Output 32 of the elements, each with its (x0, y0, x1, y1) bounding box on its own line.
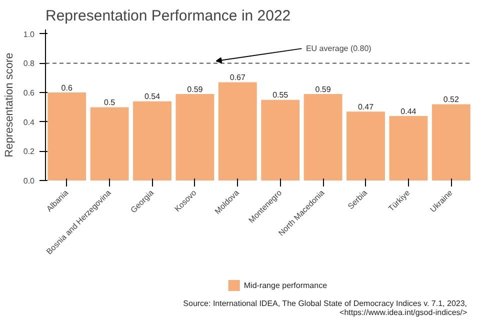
data-label: 0.44 (400, 106, 417, 116)
data-label: 0.47 (358, 102, 374, 112)
legend-label: Mid-range performance (244, 281, 328, 290)
data-label: 0.59 (315, 84, 332, 94)
y-axis-title: Representation score (3, 52, 16, 158)
bar (176, 94, 214, 180)
ref-line-label: EU average (0.80) (306, 44, 372, 54)
bar (90, 107, 129, 180)
data-label: 0.52 (443, 95, 460, 104)
text: <https://www.idea.int/gsod-indices/> (340, 308, 468, 317)
y-tick-label: 0.8 (23, 59, 36, 68)
bar (261, 100, 300, 180)
data-label: 0.6 (61, 83, 73, 92)
source-note: Source: International IDEA, The Global State of Democracy Indices v. 7.1, 2023, (183, 299, 468, 308)
chart-title: Representation Performance in 2022 (46, 8, 291, 24)
bar (432, 104, 470, 180)
bar (133, 101, 172, 180)
bar (389, 116, 428, 180)
bar (346, 112, 385, 180)
data-label: 0.55 (272, 90, 289, 100)
y-tick-label: 1.0 (23, 30, 36, 39)
y-tick-label: 0.4 (23, 118, 36, 127)
bar (218, 82, 257, 180)
bar (48, 92, 86, 180)
data-label: 0.67 (230, 73, 246, 82)
data-label: 0.54 (144, 92, 161, 102)
bar (304, 94, 342, 180)
data-label: 0.5 (104, 98, 116, 107)
data-label: 0.59 (187, 84, 204, 94)
y-tick-label: 0.2 (23, 147, 36, 156)
y-tick-label: 0.6 (23, 88, 36, 98)
y-tick-label: 0.0 (23, 176, 36, 186)
